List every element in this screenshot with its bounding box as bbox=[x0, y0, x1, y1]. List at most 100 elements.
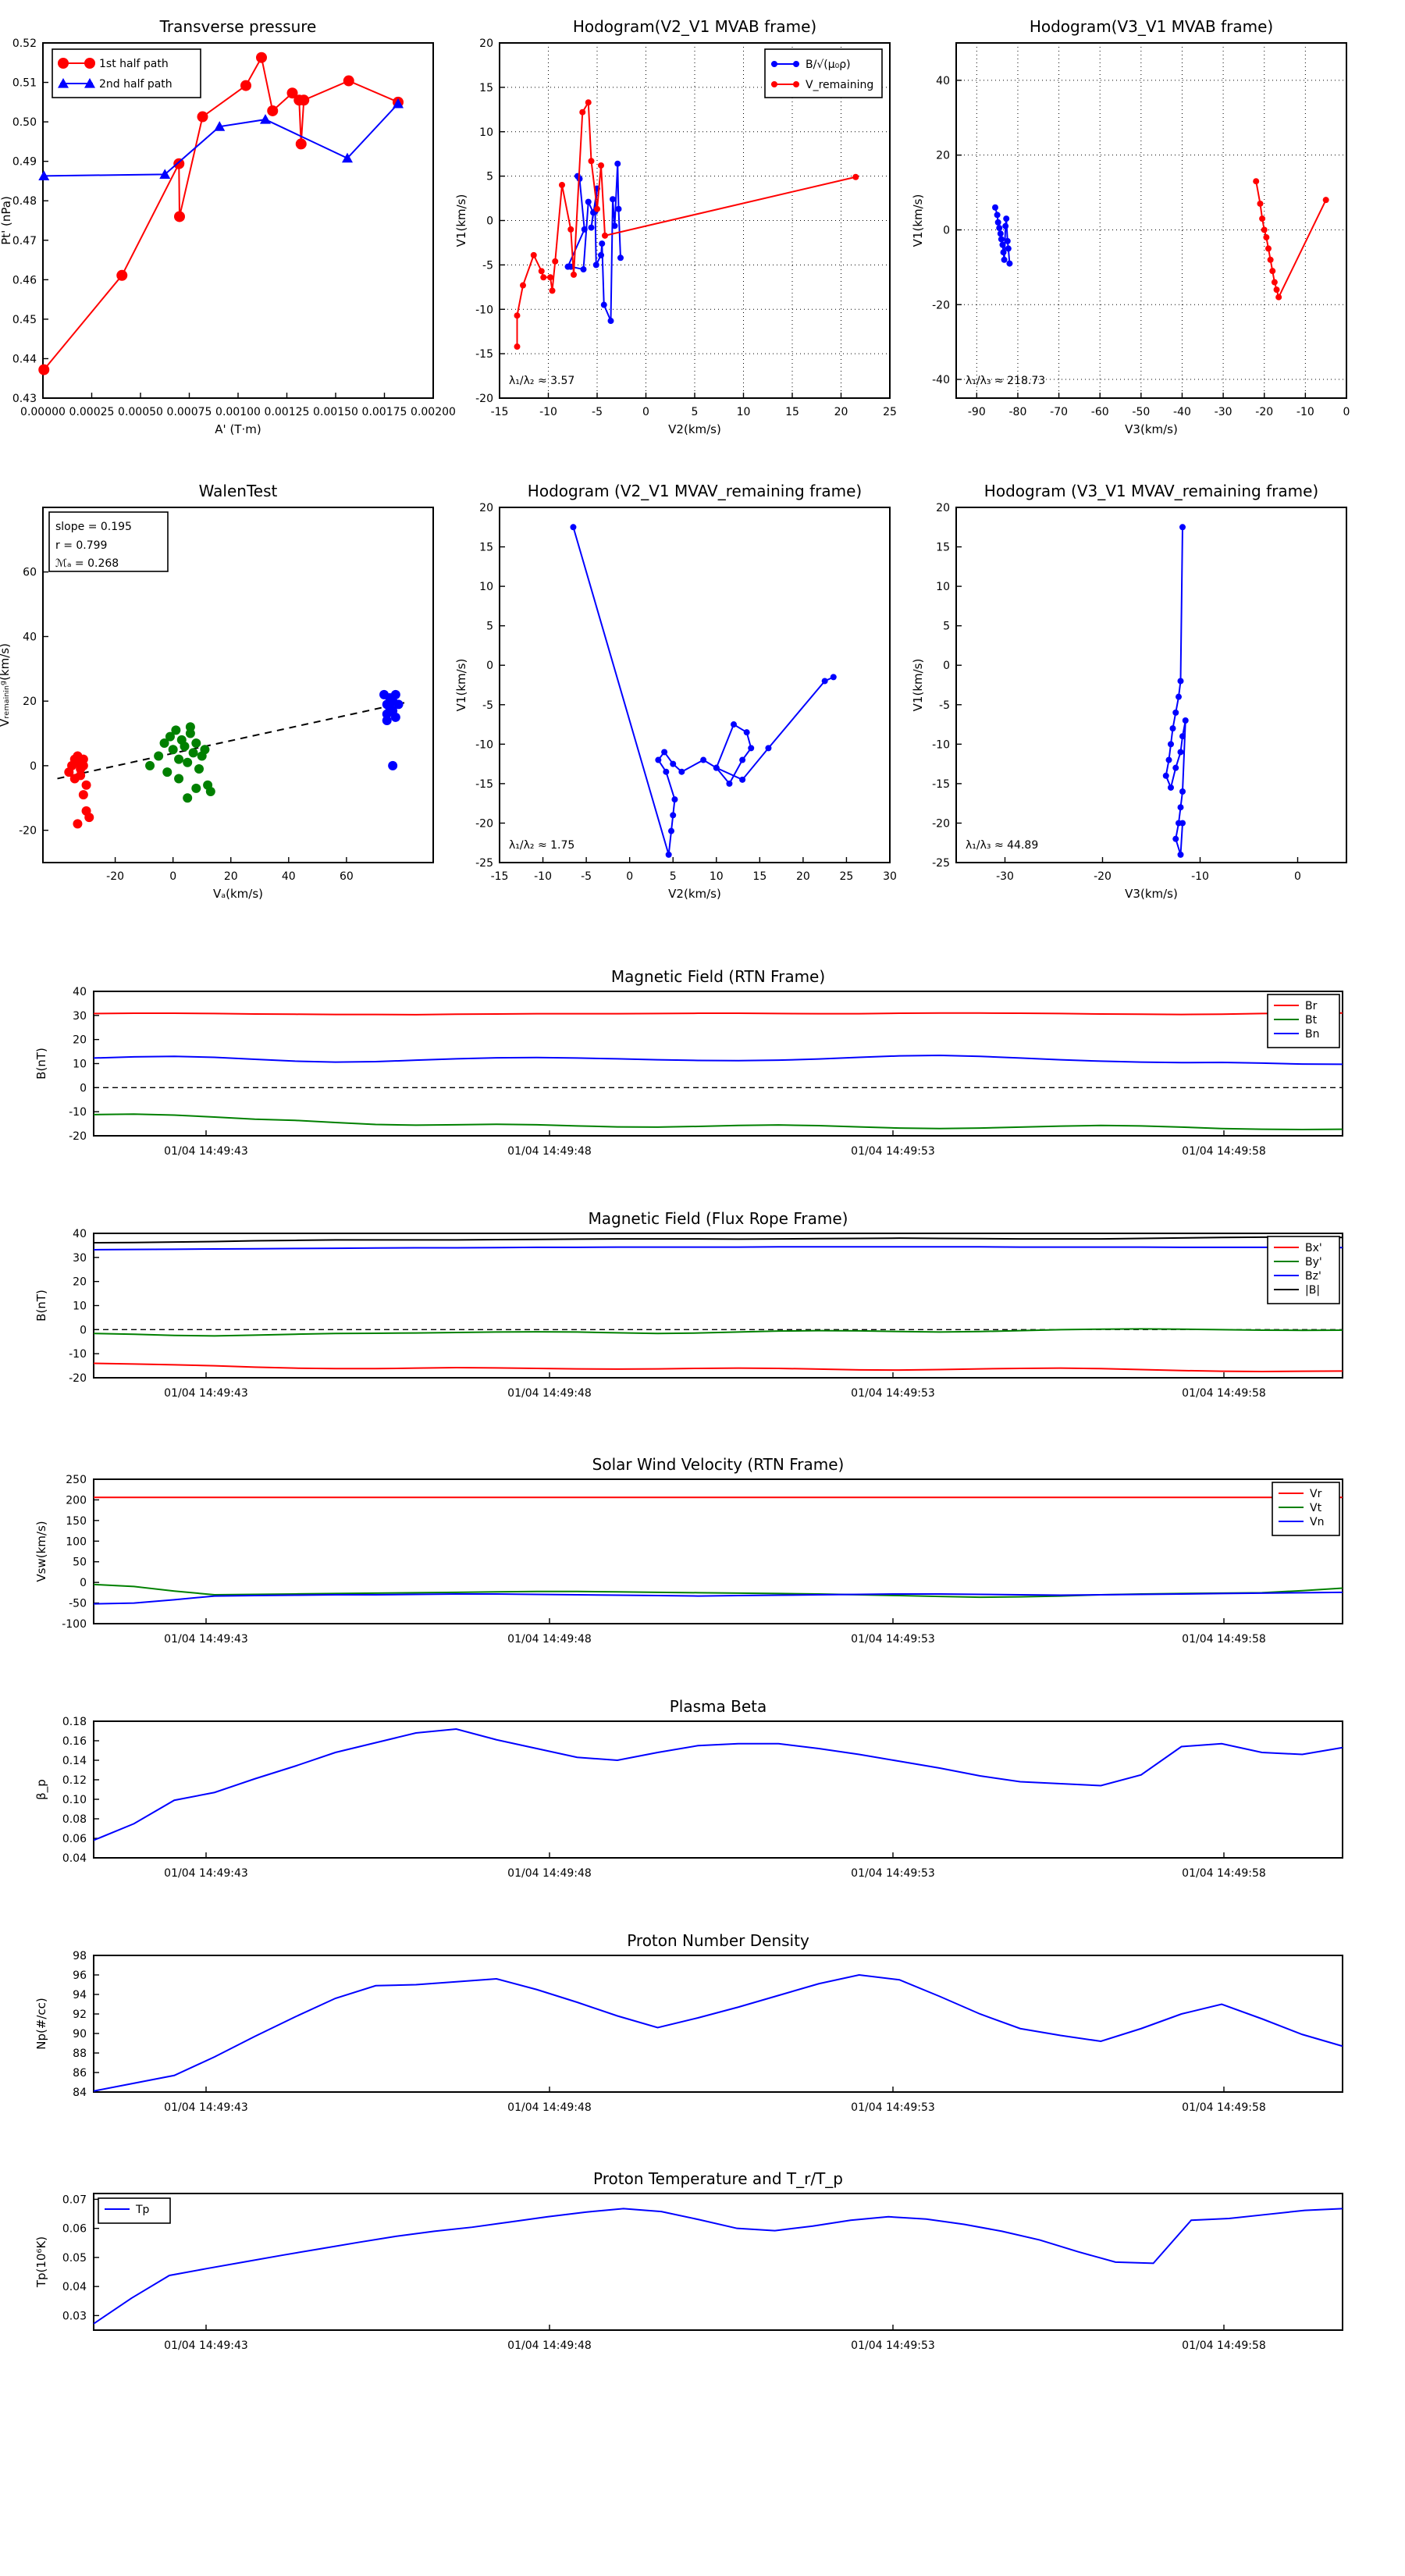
data-point-series-0 bbox=[665, 851, 672, 858]
data-point-series-0 bbox=[1165, 756, 1172, 763]
series-line-1st-half bbox=[43, 55, 399, 371]
x-tick-label: 01/04 14:49:58 bbox=[1182, 1633, 1266, 1646]
legend-box bbox=[764, 48, 883, 98]
legend-label-1st: 1st half path bbox=[99, 58, 169, 70]
data-point-series-0 bbox=[739, 776, 746, 783]
y-tick-label: 40 bbox=[73, 1228, 87, 1240]
x-tick-label: 25 bbox=[883, 406, 897, 418]
legend-label-Bz': Bz' bbox=[1305, 1270, 1321, 1283]
data-point-series-0 bbox=[1179, 788, 1186, 795]
y-axis-label: B(nT) bbox=[34, 1290, 48, 1322]
x-tick-label: 40 bbox=[282, 870, 296, 883]
legend-label-By': By' bbox=[1305, 1256, 1322, 1268]
data-point-series-0 bbox=[607, 318, 614, 325]
y-tick-label: 0.07 bbox=[62, 2194, 87, 2206]
y-tick-label: 5 bbox=[486, 171, 493, 183]
scatter-point-cluster-green bbox=[183, 757, 193, 767]
panel-transverse-pressure: Transverse pressure 0.43 0.44 0.45 0.46 0.47 0… bbox=[0, 17, 456, 436]
data-point-series-1 bbox=[579, 109, 586, 116]
y-tick-label: 0 bbox=[30, 760, 37, 773]
data-point-series-0 bbox=[1177, 804, 1184, 811]
x-tick-label: 01/04 14:49:53 bbox=[851, 1633, 935, 1646]
data-point-series-1 bbox=[585, 99, 592, 106]
y-axis-label: V1(km/s) bbox=[454, 194, 468, 247]
y-tick-label: 15 bbox=[479, 542, 493, 554]
axes-frame bbox=[499, 507, 891, 863]
data-point-series-1 bbox=[514, 312, 521, 319]
axes-frame bbox=[42, 507, 434, 863]
panel-title: WalenTest bbox=[199, 482, 278, 500]
y-axis-label: V1(km/s) bbox=[911, 194, 925, 247]
y-tick-label: -5 bbox=[939, 699, 950, 712]
data-point-1st-half bbox=[267, 105, 279, 116]
y-tick-label: 86 bbox=[73, 2067, 87, 2080]
legend-label-|B|: |B| bbox=[1305, 1284, 1320, 1297]
x-tick-label: -90 bbox=[968, 406, 986, 418]
x-tick-label: 0.00050 bbox=[118, 406, 163, 418]
scatter-point-cluster-green bbox=[183, 793, 193, 803]
data-point-1st-half bbox=[173, 158, 185, 169]
data-point-series-0 bbox=[1169, 725, 1176, 732]
data-point-1st-half bbox=[295, 138, 307, 150]
data-point-series-0 bbox=[1005, 245, 1012, 252]
y-tick-label: 0.18 bbox=[62, 1716, 87, 1728]
axes-frame bbox=[955, 42, 1347, 399]
x-tick-label: -60 bbox=[1091, 406, 1109, 418]
scatter-point-cluster-red bbox=[78, 754, 88, 764]
y-tick-label: 20 bbox=[479, 502, 493, 514]
y-tick-label: 0.04 bbox=[62, 2281, 87, 2293]
data-point-series-0 bbox=[600, 301, 607, 308]
x-tick-label: 5 bbox=[692, 406, 699, 418]
y-tick-label: 0 bbox=[80, 1324, 87, 1336]
data-point-series-1 bbox=[1253, 178, 1260, 185]
data-point-1st-half bbox=[240, 80, 251, 91]
data-point-series-0 bbox=[1176, 693, 1182, 700]
walen-stats-box bbox=[48, 511, 169, 572]
x-axis-label: V3(km/s) bbox=[1125, 887, 1178, 901]
scatter-point-cluster-blue bbox=[388, 760, 398, 770]
data-point-series-0 bbox=[1002, 222, 1009, 229]
data-point-series-0 bbox=[1000, 249, 1007, 256]
data-point-series-0 bbox=[663, 768, 670, 775]
x-tick-label: -10 bbox=[1297, 406, 1314, 418]
data-point-1st-half bbox=[343, 75, 354, 87]
scatter-point-cluster-green bbox=[145, 760, 155, 770]
y-tick-label: 0.46 bbox=[12, 274, 37, 286]
data-point-series-1 bbox=[1269, 268, 1276, 275]
y-tick-label: 0.44 bbox=[12, 353, 37, 365]
y-axis-label: V1(km/s) bbox=[454, 659, 468, 712]
x-tick-label: 10 bbox=[737, 406, 751, 418]
panel-title: Proton Number Density bbox=[627, 1931, 809, 1950]
y-tick-label: 60 bbox=[23, 567, 37, 579]
scatter-point-cluster-blue bbox=[382, 716, 392, 725]
panel-solar-wind-velocity: Solar Wind Velocity (RTN Frame) -100 -50 0 5… bbox=[34, 1455, 1343, 1646]
data-point-series-1 bbox=[594, 205, 600, 212]
x-tick-label: 01/04 14:49:58 bbox=[1182, 2339, 1266, 2352]
walen-fit-line bbox=[57, 702, 405, 780]
y-tick-label: 20 bbox=[479, 37, 493, 50]
legend-box bbox=[1272, 1482, 1340, 1536]
y-axis-label: Np(#/cc) bbox=[34, 1998, 48, 2050]
y-tick-label: -20 bbox=[69, 1372, 87, 1385]
legend-box bbox=[1267, 994, 1340, 1048]
series-line-Br bbox=[93, 1012, 1343, 1016]
data-point-series-1 bbox=[1275, 294, 1282, 301]
panel-magnetic-field-rtn: Magnetic Field (RTN Frame) -20 -10 0 10 20 30 4… bbox=[34, 967, 1343, 1158]
series-line-Bz' bbox=[93, 1246, 1343, 1251]
panel-title: Magnetic Field (Flux Rope Frame) bbox=[589, 1209, 848, 1228]
panel-proton-temperature: Proton Temperature and T_r/T_p 0.03 0.04 0.… bbox=[34, 2169, 1343, 2352]
panel-hodogram-v2v1-mvav: Hodogram (V2_V1 MVAV_remaining frame) -25… bbox=[454, 482, 897, 901]
scatter-point-cluster-green bbox=[174, 774, 184, 784]
x-tick-label: 01/04 14:49:48 bbox=[507, 1387, 592, 1400]
x-tick-label: 01/04 14:49:48 bbox=[507, 2101, 592, 2114]
data-point-series-0 bbox=[1172, 764, 1179, 771]
data-point-series-0 bbox=[998, 236, 1005, 243]
data-point-series-1 bbox=[1265, 245, 1272, 252]
x-tick-label: 20 bbox=[796, 870, 810, 883]
x-tick-label: -15 bbox=[491, 870, 509, 883]
series-line-Bx' bbox=[93, 1362, 1343, 1372]
axes-frame bbox=[93, 1720, 1343, 1859]
data-point-series-0 bbox=[726, 780, 733, 787]
x-axis-label: V2(km/s) bbox=[668, 422, 721, 436]
legend-label-Bx': Bx' bbox=[1305, 1242, 1322, 1254]
